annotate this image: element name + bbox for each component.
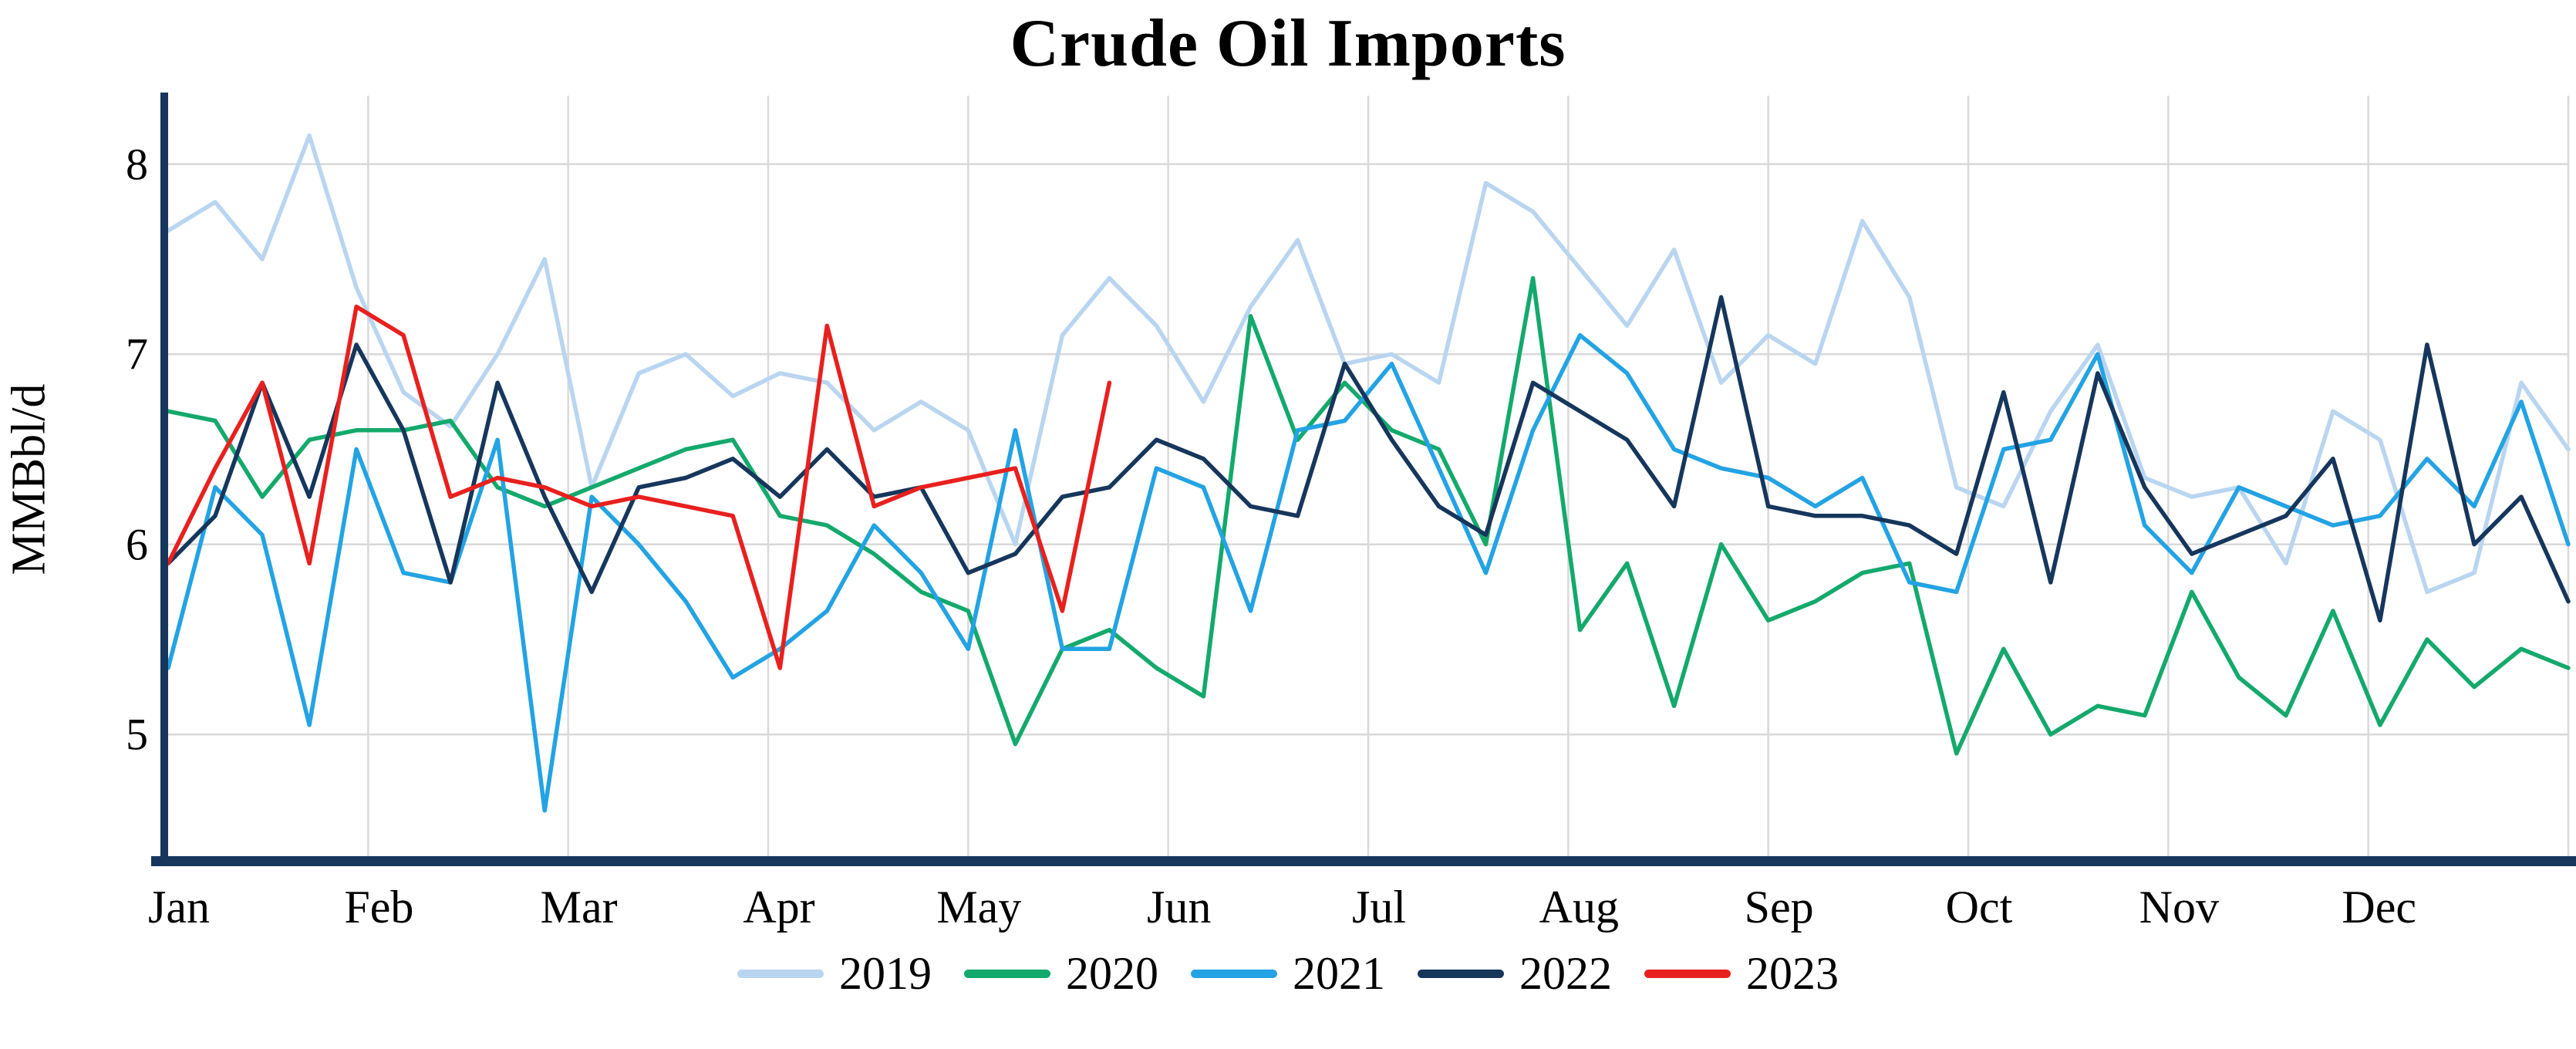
x-axis-tick-label: Aug xyxy=(1539,882,1619,933)
series-line-2023 xyxy=(166,304,1112,670)
legend-label-2020: 2020 xyxy=(1066,948,1158,999)
x-axis-tick-label: Feb xyxy=(344,882,414,933)
legend-label-2023: 2023 xyxy=(1746,948,1839,999)
legend-item-2019: 2019 xyxy=(737,947,932,1000)
x-axis-tick-label: Sep xyxy=(1744,882,1814,933)
x-axis-tick-label: Mar xyxy=(540,882,618,933)
legend-label-2019: 2019 xyxy=(839,948,932,999)
legend: 2019 2020 2021 2022 2023 xyxy=(0,947,2576,1000)
series-line-2022 xyxy=(166,295,2571,623)
series-line-2019 xyxy=(166,133,2571,595)
legend-item-2023: 2023 xyxy=(1644,947,1839,1000)
x-axis-tick-label: Dec xyxy=(2342,882,2416,933)
y-axis-tick-label: 8 xyxy=(126,139,148,190)
legend-swatch-2023 xyxy=(1644,970,1731,978)
legend-swatch-2020 xyxy=(964,970,1050,978)
y-axis-tick-label: 7 xyxy=(126,329,148,379)
legend-item-2020: 2020 xyxy=(964,947,1158,1000)
x-axis-tick-label: Apr xyxy=(743,882,815,933)
legend-item-2022: 2022 xyxy=(1418,947,1612,1000)
legend-swatch-2019 xyxy=(737,970,824,978)
x-axis-tick-label: Jul xyxy=(1351,882,1407,933)
x-axis-tick-label: Oct xyxy=(1945,882,2013,933)
legend-swatch-2022 xyxy=(1418,970,1504,978)
series-line-2021 xyxy=(166,332,2571,813)
y-axis-tick-label: 5 xyxy=(126,709,148,760)
legend-swatch-2021 xyxy=(1191,970,1277,978)
chart-title: Crude Oil Imports xyxy=(1010,6,1566,81)
x-axis-tick-label: May xyxy=(936,882,1022,933)
y-axis-line xyxy=(160,93,168,861)
x-axis-tick-label: Jun xyxy=(1146,882,1212,933)
x-axis-tick-label: Nov xyxy=(2139,882,2219,933)
legend-item-2021: 2021 xyxy=(1191,947,1385,1000)
legend-label-2021: 2021 xyxy=(1293,948,1385,999)
y-axis-tick-label: 6 xyxy=(126,519,148,570)
legend-label-2022: 2022 xyxy=(1519,948,1612,999)
x-axis-line xyxy=(151,856,2576,866)
x-axis-tick-label: Jan xyxy=(148,882,210,933)
